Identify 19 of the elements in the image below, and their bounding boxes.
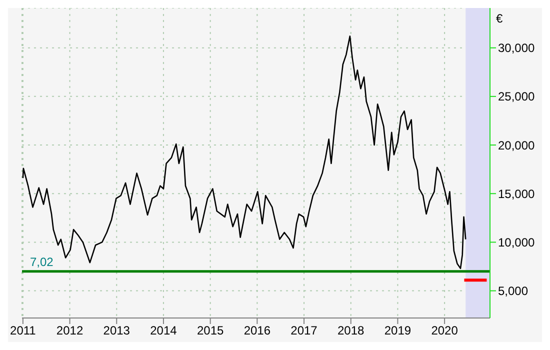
annotation: 7,02 bbox=[30, 255, 54, 269]
x-tick-label: 2017 bbox=[290, 324, 318, 338]
y-tick-label: 5,000 bbox=[498, 284, 528, 298]
x-tick-label: 2013 bbox=[103, 324, 130, 338]
x-tick-label: 2020 bbox=[431, 324, 458, 338]
y-axis-title: € bbox=[496, 12, 503, 26]
y-tick-label: 20,000 bbox=[498, 138, 536, 152]
x-tick-label: 2019 bbox=[384, 324, 412, 338]
y-tick-label: 25,000 bbox=[498, 90, 536, 104]
x-tick-label: 2014 bbox=[150, 324, 178, 338]
y-tick-label: 10,000 bbox=[498, 235, 536, 250]
y-tick-label: 30,000 bbox=[498, 41, 536, 56]
y-tick-label: 15,000 bbox=[498, 186, 536, 201]
x-tick-label: 2018 bbox=[338, 324, 365, 338]
line-series bbox=[22, 36, 466, 270]
x-tick-label: 2012 bbox=[56, 324, 84, 338]
x-tick-label: 2011 bbox=[10, 324, 36, 338]
x-tick-label: 2015 bbox=[196, 324, 224, 338]
x-tick-label: 2016 bbox=[244, 324, 271, 338]
